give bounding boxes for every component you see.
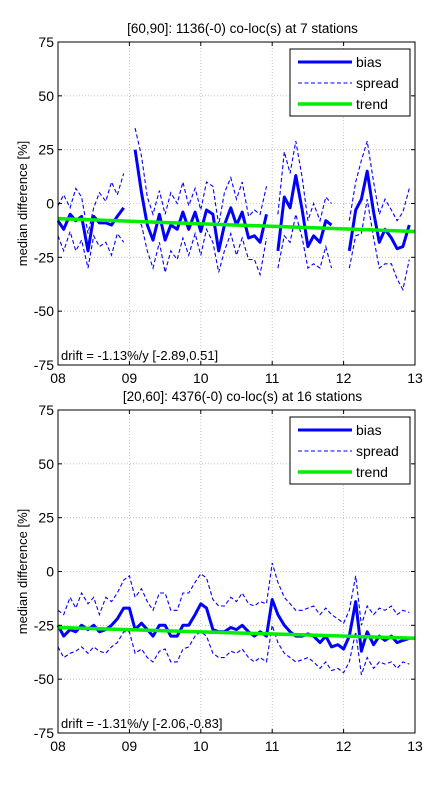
y-tick-label: -75 — [34, 725, 54, 741]
y-tick-label: 0 — [46, 196, 54, 212]
x-tick-label: 10 — [193, 738, 209, 754]
series-spread-line — [57, 229, 125, 269]
y-tick-label: -50 — [34, 671, 54, 687]
y-tick-label: 50 — [38, 88, 54, 104]
drift-annotation: drift = -1.13%/y [-2.89,0.51] — [61, 348, 218, 363]
series-bias-line — [347, 169, 411, 252]
x-tick-label: 09 — [122, 370, 138, 386]
series-spread-line — [134, 127, 268, 226]
x-tick-label: 08 — [50, 370, 66, 386]
series-trend-line — [57, 216, 416, 234]
series-spread-line — [57, 562, 410, 626]
legend: bias spread trend — [289, 48, 411, 117]
x-tick-label: 09 — [122, 738, 138, 754]
x-tick-label: 12 — [336, 370, 352, 386]
series-bias-line — [56, 598, 410, 653]
legend-label-bias: bias — [356, 54, 382, 70]
chart-panel-top: 08 09 10 11 12 13 75 50 25 0 -25 -50 -75 [60,90]: 113… — [15, 21, 423, 386]
legend-label-spread: spread — [356, 443, 399, 459]
y-tick-label: 75 — [38, 34, 54, 50]
series-spread-line — [134, 220, 268, 277]
chart-panel-bottom: 08 09 10 11 12 13 75 50 25 0 -25 -50 -75 [20,60]: 437… — [15, 389, 423, 754]
legend: bias spread trend — [289, 416, 411, 485]
x-tick-label: 11 — [265, 738, 280, 754]
x-tick-label: 13 — [407, 738, 423, 754]
series-bias-line — [56, 206, 125, 253]
y-tick-label: 0 — [46, 564, 54, 580]
y-tick-label: 50 — [38, 456, 54, 472]
y-tick-label: -25 — [34, 617, 54, 633]
drift-annotation: drift = -1.31%/y [-2.06,-0.83] — [61, 716, 223, 731]
series-trend-line — [57, 625, 416, 641]
series-spread-line — [277, 214, 333, 270]
y-tick-label: -75 — [34, 357, 54, 373]
legend-label-trend: trend — [356, 464, 388, 480]
x-tick-label: 08 — [50, 738, 66, 754]
y-tick-label: 25 — [38, 510, 54, 526]
x-tick-label: 10 — [193, 370, 209, 386]
legend-label-spread: spread — [356, 75, 399, 91]
x-tick-label: 13 — [407, 370, 423, 386]
series-spread-line — [348, 199, 410, 292]
y-tick-label: -25 — [34, 249, 54, 265]
x-tick-label: 11 — [265, 370, 280, 386]
legend-label-trend: trend — [356, 96, 388, 112]
y-axis-label: median difference [%] — [15, 509, 30, 635]
y-axis-label: median difference [%] — [15, 141, 30, 267]
y-tick-label: 75 — [38, 402, 54, 418]
chart-title: [20,60]: 4376(-0) co-loc(s) at 16 statio… — [123, 389, 363, 404]
series-spread-line — [57, 625, 410, 676]
chart-title: [60,90]: 1136(-0) co-loc(s) at 7 station… — [127, 21, 358, 36]
y-tick-label: 25 — [38, 142, 54, 158]
series-spread-line — [277, 141, 332, 223]
legend-label-bias: bias — [356, 422, 382, 438]
series-spread-line — [348, 140, 410, 222]
y-tick-label: -50 — [34, 303, 54, 319]
x-tick-label: 12 — [336, 738, 352, 754]
